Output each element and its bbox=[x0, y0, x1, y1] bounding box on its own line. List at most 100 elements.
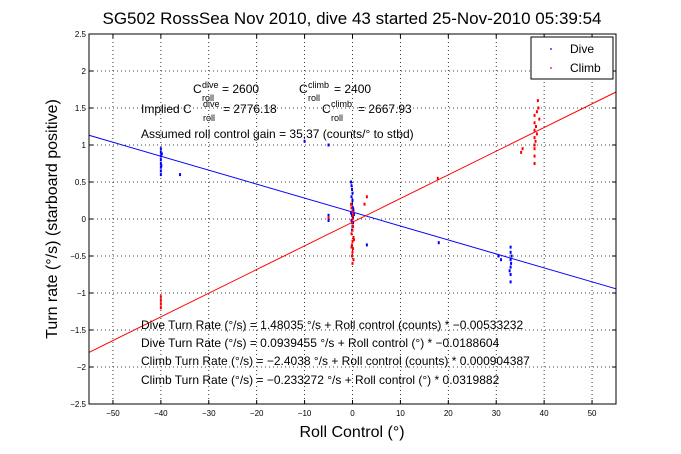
data-point-climb bbox=[533, 162, 536, 165]
implied-climb-prefix: C bbox=[322, 102, 331, 116]
data-point-dive bbox=[508, 269, 511, 273]
data-point-climb bbox=[533, 154, 536, 158]
data-point-climb bbox=[351, 217, 354, 221]
y-axis-title: Turn rate (°/s) (starboard positive) bbox=[44, 99, 61, 339]
data-point-dive bbox=[510, 261, 513, 265]
y-tick-label: 2.5 bbox=[75, 30, 87, 39]
data-point-climb bbox=[351, 210, 354, 214]
implied-dive-subscript: roll bbox=[203, 113, 215, 123]
fit-equation-dive-counts: Dive Turn Rate (°/s) = 1.48035 °/s + Rol… bbox=[141, 318, 523, 332]
data-point-dive bbox=[159, 158, 162, 162]
data-point-dive bbox=[509, 273, 512, 276]
data-point-dive bbox=[159, 154, 162, 158]
data-point-climb bbox=[520, 150, 523, 154]
x-tick-label: 40 bbox=[540, 409, 549, 418]
annotation-c-roll: C dive roll = 2600 C climb roll = 2400 bbox=[193, 80, 371, 103]
c-dive-subscript: roll bbox=[202, 93, 214, 103]
data-point-climb bbox=[351, 228, 354, 232]
data-point-dive bbox=[159, 169, 162, 173]
c-dive-superscript: dive bbox=[202, 80, 219, 90]
data-point-dive bbox=[350, 195, 353, 199]
x-tick-label: 30 bbox=[492, 409, 501, 418]
implied-climb-value: = 2667.93 bbox=[358, 102, 412, 116]
x-tick-label: 10 bbox=[396, 409, 405, 418]
data-point-dive bbox=[327, 213, 330, 217]
data-point-climb bbox=[350, 232, 353, 236]
data-point-climb bbox=[350, 206, 353, 210]
data-point-dive bbox=[303, 139, 306, 143]
implied-prefix: Implied C bbox=[141, 102, 192, 116]
y-tick-label: −1 bbox=[77, 289, 87, 298]
data-point-dive bbox=[350, 180, 353, 184]
data-point-dive bbox=[351, 191, 354, 195]
data-point-climb bbox=[536, 99, 539, 103]
annotation-implied-c-roll: Implied C dive roll = 2776.18 C climb ro… bbox=[141, 99, 412, 123]
legend-dive-label: Dive bbox=[570, 42, 594, 56]
data-point-climb bbox=[351, 261, 354, 265]
legend: Dive Climb bbox=[530, 36, 614, 80]
y-ticks: −2.5 −2 −1.5 −1 −0.5 0 0.5 1 1.5 2 2.5 bbox=[70, 30, 616, 409]
x-tick-label: −20 bbox=[250, 409, 264, 418]
data-point-dive bbox=[509, 280, 512, 284]
y-tick-label: 1.5 bbox=[75, 104, 87, 113]
data-point-climb bbox=[351, 224, 354, 228]
data-point-climb bbox=[159, 306, 162, 310]
data-point-climb bbox=[352, 236, 355, 239]
data-point-climb bbox=[521, 147, 524, 151]
data-point-climb bbox=[351, 254, 354, 258]
data-point-climb bbox=[436, 176, 439, 180]
data-point-climb bbox=[534, 139, 537, 143]
x-tick-label: −30 bbox=[202, 409, 216, 418]
x-tick-label: −50 bbox=[106, 409, 120, 418]
data-point-climb bbox=[534, 125, 537, 128]
chart-title: SG502 RossSea Nov 2010, dive 43 started … bbox=[103, 9, 602, 28]
implied-dive-value: = 2776.18 bbox=[223, 102, 277, 116]
data-point-climb bbox=[533, 147, 536, 151]
y-tick-label: 0 bbox=[82, 215, 87, 224]
data-point-dive bbox=[159, 173, 162, 177]
data-point-climb bbox=[351, 239, 354, 243]
y-tick-label: −2.5 bbox=[70, 400, 86, 409]
data-point-climb bbox=[538, 117, 541, 121]
data-point-dive bbox=[500, 258, 503, 262]
implied-climb-superscript: climb bbox=[331, 99, 352, 109]
data-point-climb bbox=[533, 128, 536, 132]
c-dive-prefix: C bbox=[193, 82, 202, 96]
x-tick-label: −40 bbox=[154, 409, 168, 418]
data-point-dive bbox=[327, 218, 330, 222]
c-dive-value: = 2600 bbox=[222, 82, 259, 96]
data-point-dive bbox=[327, 143, 330, 147]
data-point-climb bbox=[350, 202, 353, 206]
y-tick-label: −2 bbox=[77, 363, 87, 372]
x-axis-title: Roll Control (°) bbox=[299, 424, 404, 441]
data-point-dive bbox=[159, 147, 162, 151]
assumed-gain-text: Assumed roll control gain = 35.37 (count… bbox=[141, 127, 414, 141]
plot-area: −50 −40 −30 −20 −10 0 10 20 30 40 50 −2.5−2−1.5−1−… bbox=[70, 30, 617, 418]
fit-equation-climb-counts: Climb Turn Rate (°/s) = −2.4038 °/s + Ro… bbox=[141, 354, 530, 368]
y-tick-label: 0.5 bbox=[75, 178, 87, 187]
data-point-climb bbox=[365, 195, 368, 199]
data-point-climb bbox=[533, 143, 536, 147]
data-point-climb bbox=[537, 106, 540, 110]
legend-climb-marker bbox=[550, 67, 552, 69]
c-climb-superscript: climb bbox=[308, 80, 329, 90]
data-point-climb bbox=[351, 247, 354, 251]
y-tick-label: 2 bbox=[82, 67, 87, 76]
x-ticks: −50 −40 −30 −20 −10 0 10 20 30 40 50 bbox=[106, 34, 597, 418]
x-tick-label: 20 bbox=[444, 409, 453, 418]
data-point-climb bbox=[327, 216, 330, 220]
x-tick-label: 0 bbox=[350, 409, 355, 418]
data-point-dive bbox=[350, 184, 353, 188]
grid bbox=[89, 33, 616, 405]
implied-climb-subscript: roll bbox=[331, 113, 343, 123]
data-point-climb bbox=[352, 238, 355, 242]
data-point-dive bbox=[160, 152, 163, 156]
data-point-dive bbox=[509, 258, 512, 262]
x-tick-label: 50 bbox=[588, 409, 597, 418]
c-climb-value: = 2400 bbox=[334, 82, 371, 96]
data-point-climb bbox=[535, 110, 538, 114]
data-point-climb bbox=[351, 221, 354, 225]
data-point-dive bbox=[509, 245, 512, 249]
data-point-dive bbox=[437, 241, 440, 245]
legend-box bbox=[530, 36, 614, 80]
